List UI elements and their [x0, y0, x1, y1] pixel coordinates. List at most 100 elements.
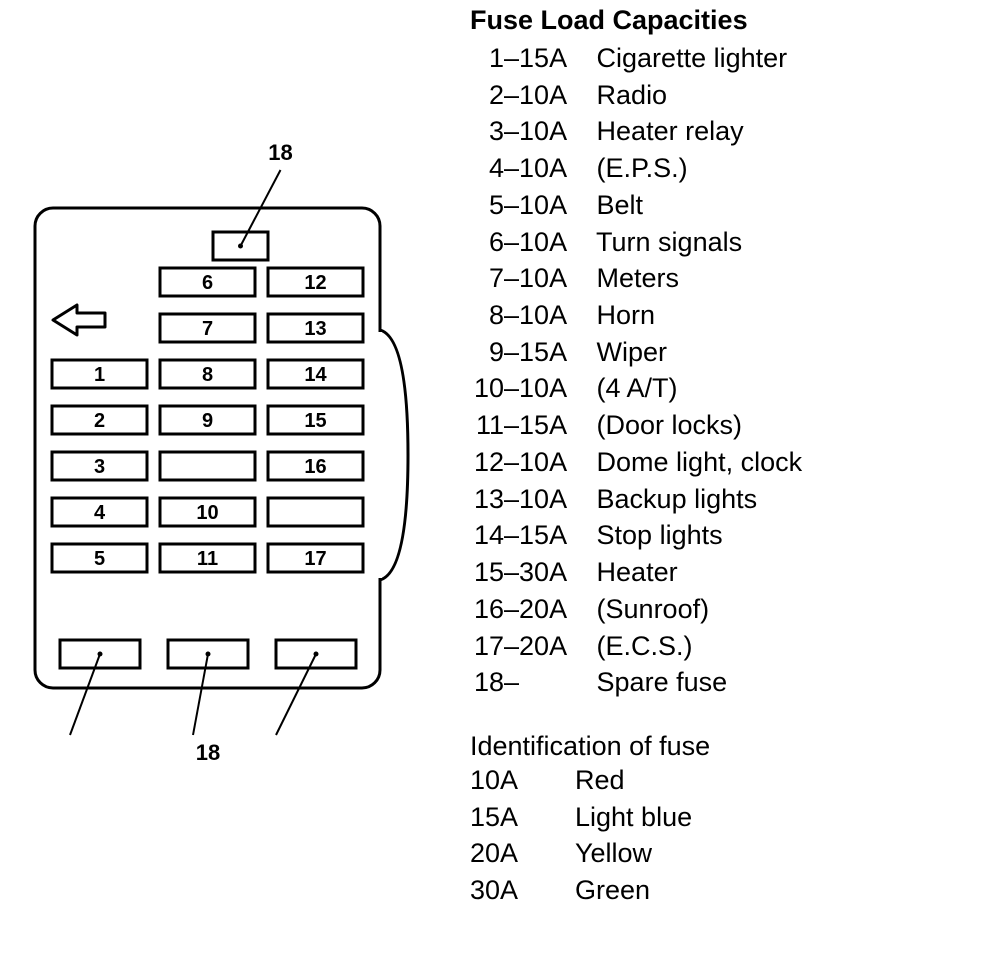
fuse-label: (Door locks) [589, 410, 742, 440]
svg-text:18: 18 [196, 740, 220, 765]
fuse-label: Belt [589, 190, 643, 220]
id-color: Red [575, 765, 625, 795]
svg-text:16: 16 [304, 456, 326, 478]
svg-text:5: 5 [94, 548, 105, 570]
fuse-label: Backup lights [589, 484, 757, 514]
fuse-row: 9–15A Wiper [470, 334, 802, 371]
svg-text:4: 4 [94, 502, 106, 524]
identification-row: 10ARed [470, 762, 802, 799]
fuse-legend-panel: Fuse Load Capacities 1–15A Cigarette lig… [460, 0, 802, 965]
fuse-number: 5 [470, 187, 504, 224]
id-amp: 30A [470, 872, 575, 909]
identification-title: Identification of fuse [470, 731, 802, 762]
fuse-amp: 10A [519, 113, 589, 150]
fuse-dash: – [504, 190, 519, 220]
fuse-amp: 10A [519, 77, 589, 114]
fuse-label: Cigarette lighter [589, 43, 787, 73]
fuse-number: 10 [470, 370, 504, 407]
fuse-row: 4–10A (E.P.S.) [470, 150, 802, 187]
svg-text:7: 7 [202, 318, 213, 340]
fuse-row: 16–20A (Sunroof) [470, 591, 802, 628]
fuse-number: 11 [470, 407, 504, 444]
svg-text:14: 14 [304, 364, 327, 386]
fuse-dash: – [504, 484, 519, 514]
fuse-dash: – [504, 447, 519, 477]
fuse-label: Dome light, clock [589, 447, 802, 477]
identification-list: 10ARed15ALight blue20AYellow30AGreen [470, 762, 802, 909]
identification-row: 15ALight blue [470, 799, 802, 836]
fuse-number: 4 [470, 150, 504, 187]
fuse-amp: 15A [519, 334, 589, 371]
fuse-row: 3–10A Heater relay [470, 113, 802, 150]
fuse-row: 11–15A (Door locks) [470, 407, 802, 444]
fuse-amp: 30A [519, 554, 589, 591]
svg-text:15: 15 [304, 410, 326, 432]
fuse-amp: 10A [519, 187, 589, 224]
identification-row: 20AYellow [470, 835, 802, 872]
fuse-row: 6–10A Turn signals [470, 224, 802, 261]
fuse-label: Heater relay [589, 116, 744, 146]
fuse-dash: – [504, 557, 519, 587]
svg-text:3: 3 [94, 456, 105, 478]
fuse-amp: 20A [519, 591, 589, 628]
fuse-number: 12 [470, 444, 504, 481]
fuse-row: 10–10A (4 A/T) [470, 370, 802, 407]
fuse-amp: 15A [519, 517, 589, 554]
fuse-number: 13 [470, 481, 504, 518]
fuse-dash: – [504, 667, 519, 697]
fuse-dash: – [504, 410, 519, 440]
fuse-row: 12–10A Dome light, clock [470, 444, 802, 481]
svg-text:1: 1 [94, 364, 105, 386]
fuse-list: 1–15A Cigarette lighter2–10A Radio3–10A … [470, 40, 802, 701]
fuse-number: 3 [470, 113, 504, 150]
fuse-label: Stop lights [589, 520, 723, 550]
svg-text:11: 11 [197, 548, 218, 570]
id-amp: 15A [470, 799, 575, 836]
fuse-amp: 10A [519, 150, 589, 187]
fuse-number: 9 [470, 334, 504, 371]
fuse-row: 13–10A Backup lights [470, 481, 802, 518]
fuse-dash: – [504, 373, 519, 403]
fuse-dash: – [504, 520, 519, 550]
fuse-row: 8–10A Horn [470, 297, 802, 334]
fuse-label: Meters [589, 263, 679, 293]
fuse-row: 7–10A Meters [470, 260, 802, 297]
fuse-amp: 10A [519, 444, 589, 481]
fuse-amp: 10A [519, 224, 589, 261]
fuse-dash: – [504, 263, 519, 293]
svg-text:2: 2 [94, 410, 105, 432]
fuse-amp: 20A [519, 628, 589, 665]
fuse-dash: – [504, 227, 519, 257]
svg-text:8: 8 [202, 364, 213, 386]
fuse-label: (E.C.S.) [589, 631, 693, 661]
fuse-number: 6 [470, 224, 504, 261]
svg-text:18: 18 [268, 140, 292, 165]
fuse-amp: 15A [519, 40, 589, 77]
svg-text:10: 10 [196, 502, 218, 524]
fuse-box-diagram: 12345678910111213141516171818 [0, 0, 460, 965]
id-color: Green [575, 875, 650, 905]
id-amp: 20A [470, 835, 575, 872]
fuse-row: 14–15A Stop lights [470, 517, 802, 554]
fuse-label: Heater [589, 557, 678, 587]
svg-text:17: 17 [304, 548, 326, 570]
fuse-label: Wiper [589, 337, 667, 367]
legend-title: Fuse Load Capacities [470, 5, 802, 36]
fuse-label: (Sunroof) [589, 594, 709, 624]
svg-text:9: 9 [202, 410, 213, 432]
fuse-row: 15–30A Heater [470, 554, 802, 591]
fuse-number: 16 [470, 591, 504, 628]
id-amp: 10A [470, 762, 575, 799]
fuse-dash: – [504, 631, 519, 661]
fuse-dash: – [504, 80, 519, 110]
fuse-dash: – [504, 300, 519, 330]
fuse-dash: – [504, 43, 519, 73]
fuse-number: 17 [470, 628, 504, 665]
fuse-label: (4 A/T) [589, 373, 678, 403]
fuse-dash: – [504, 594, 519, 624]
fuse-label: (E.P.S.) [589, 153, 688, 183]
fuse-dash: – [504, 116, 519, 146]
fuse-amp: 10A [519, 481, 589, 518]
fuse-row: 18– Spare fuse [470, 664, 802, 701]
fuse-number: 18 [470, 664, 504, 701]
